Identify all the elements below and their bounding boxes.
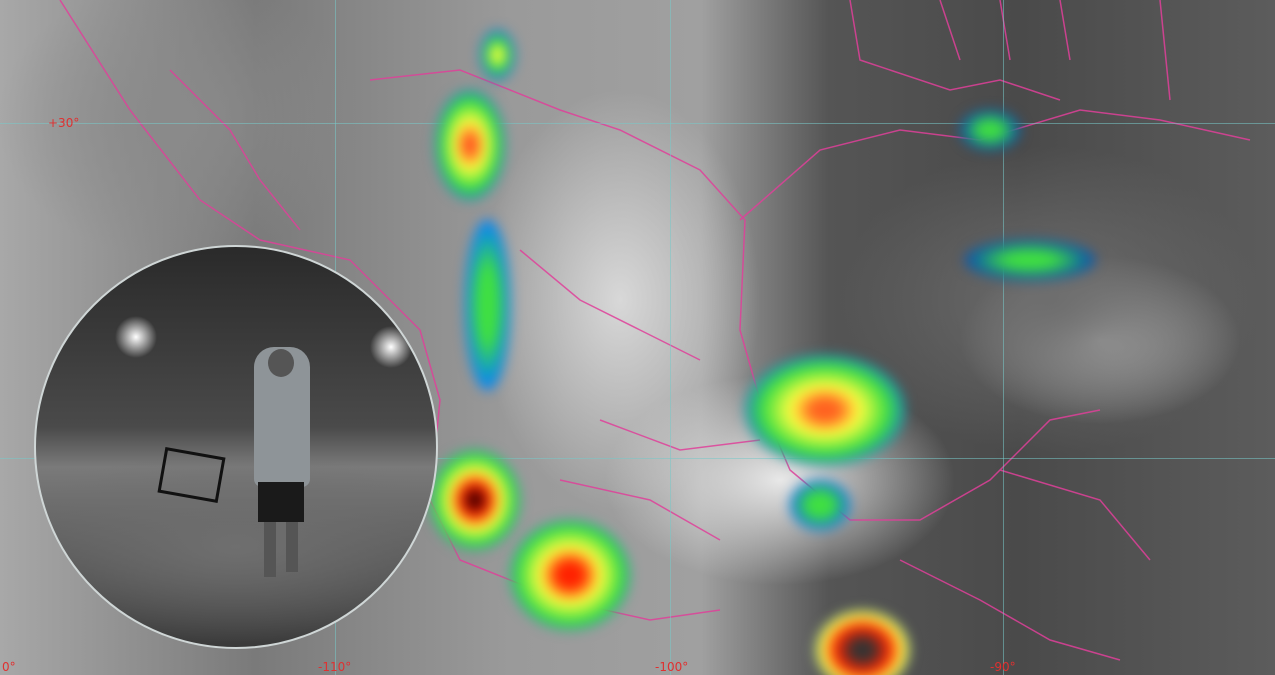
latitude-label: +30° [48, 116, 80, 130]
storm-cloud [790, 480, 850, 530]
gridline-lon-90 [1003, 0, 1004, 675]
longitude-label: 0° [2, 660, 16, 674]
storm-cloud [960, 110, 1020, 150]
inset-photo-rain [34, 245, 438, 649]
storm-cloud [465, 220, 510, 390]
chair [157, 447, 226, 503]
storm-cloud [510, 520, 630, 630]
longitude-label: -110° [318, 660, 352, 674]
storm-cloud [430, 450, 520, 550]
gridline-lat-30 [0, 123, 1275, 124]
person-head [268, 349, 294, 377]
person-leg [264, 522, 276, 577]
storm-cloud [745, 355, 905, 465]
longitude-label: -90° [990, 660, 1016, 674]
storm-cloud [435, 90, 505, 200]
storm-cloud [965, 240, 1095, 280]
gridline-lon-100 [670, 0, 671, 675]
person-shorts [258, 482, 304, 522]
person-leg [286, 522, 298, 572]
longitude-label: -100° [655, 660, 689, 674]
gridline-lat-20 [0, 458, 1275, 459]
storm-cloud [480, 30, 515, 80]
storm-cloud [815, 610, 910, 675]
